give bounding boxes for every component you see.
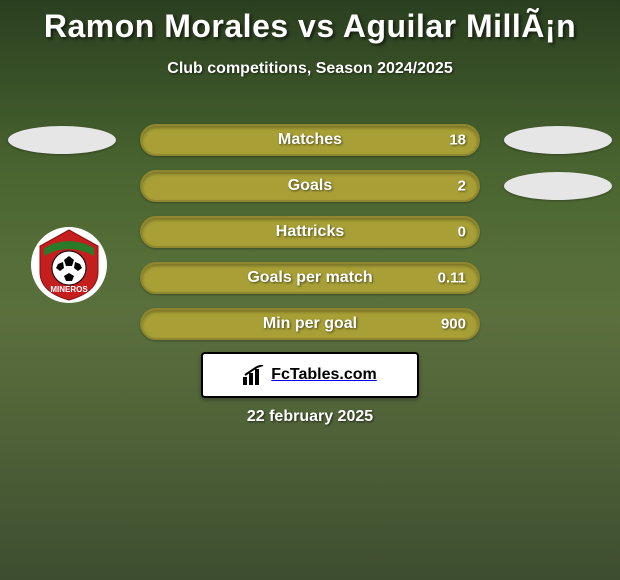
stat-value-right: 900 [441,316,466,333]
stat-value-right: 0.11 [438,270,466,287]
chart-icon [243,365,265,385]
stat-label: Goals [288,177,332,195]
stat-value-right: 18 [449,132,466,149]
right-player-pill [504,126,612,154]
stat-value-right: 2 [458,178,466,195]
stat-label: Goals per match [247,269,372,287]
page-title: Ramon Morales vs Aguilar MillÃ¡n [0,8,620,45]
stat-bar: Matches 18 [140,124,480,156]
stat-label: Hattricks [276,223,344,241]
stat-bar: Goals 2 [140,170,480,202]
comparison-card: Ramon Morales vs Aguilar MillÃ¡n Club co… [0,0,620,580]
stat-row: Matches 18 [0,118,620,164]
date-label: 22 february 2025 [0,408,620,426]
right-player-pill [504,172,612,200]
stat-row: Hattricks 0 [0,210,620,256]
fctables-link[interactable]: FcTables.com [201,352,419,398]
stat-row: Goals per match 0.11 [0,256,620,302]
stat-rows: Matches 18 MINEROS [0,118,620,348]
stat-label: Matches [278,131,342,149]
stat-bar: Goals per match 0.11 [140,262,480,294]
stat-row: MINEROS Goals 2 [0,164,620,210]
subtitle: Club competitions, Season 2024/2025 [0,60,620,78]
stat-value-right: 0 [458,224,466,241]
left-player-pill [8,126,116,154]
stat-bar: Min per goal 900 [140,308,480,340]
fctables-label: FcTables.com [271,366,377,384]
stat-row: Min per goal 900 [0,302,620,348]
stat-bar: Hattricks 0 [140,216,480,248]
stat-label: Min per goal [263,315,357,333]
